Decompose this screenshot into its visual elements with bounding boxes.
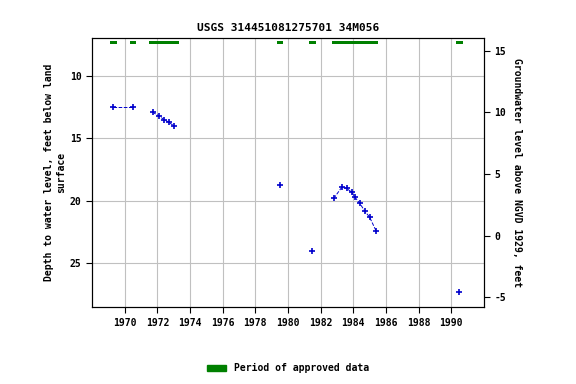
Bar: [110, 41, 116, 44]
Bar: [149, 41, 179, 44]
Bar: [130, 41, 136, 44]
Bar: [276, 41, 283, 44]
Bar: [309, 41, 316, 44]
Title: USGS 314451081275701 34M056: USGS 314451081275701 34M056: [197, 23, 379, 33]
Legend: Period of approved data: Period of approved data: [203, 359, 373, 377]
Bar: [456, 41, 463, 44]
Y-axis label: Groundwater level above NGVD 1929, feet: Groundwater level above NGVD 1929, feet: [511, 58, 521, 287]
Bar: [332, 41, 378, 44]
Y-axis label: Depth to water level, feet below land
surface: Depth to water level, feet below land su…: [44, 64, 66, 281]
